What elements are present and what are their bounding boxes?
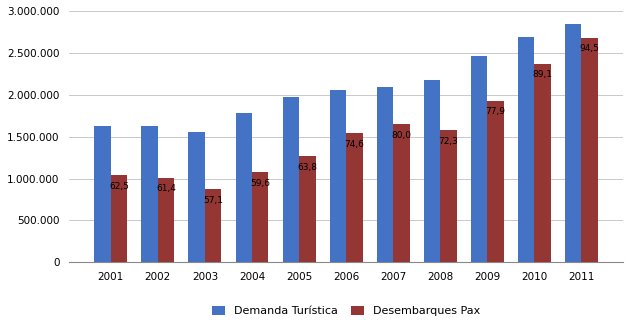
Bar (377, 87, 393, 262)
Bar (205, 189, 221, 262)
Text: 57,1: 57,1 (203, 196, 223, 205)
Text: 80,0: 80,0 (391, 131, 411, 140)
Bar (94, 126, 111, 262)
Bar (534, 64, 551, 262)
Bar (236, 113, 252, 262)
Bar (346, 133, 363, 262)
Text: 62,5: 62,5 (109, 182, 129, 191)
Legend: Demanda Turística, Desembarques Pax: Demanda Turística, Desembarques Pax (212, 306, 481, 316)
Bar (158, 178, 175, 262)
Bar (188, 132, 205, 262)
Bar (565, 24, 581, 262)
Bar (581, 38, 598, 262)
Bar (111, 175, 127, 262)
Bar (141, 126, 158, 262)
Text: 61,4: 61,4 (156, 184, 176, 194)
Bar (424, 80, 440, 262)
Text: 59,6: 59,6 (250, 179, 270, 188)
Bar (299, 156, 316, 262)
Text: 89,1: 89,1 (532, 70, 553, 79)
Text: 63,8: 63,8 (297, 163, 318, 172)
Bar (518, 37, 534, 262)
Text: 77,9: 77,9 (486, 107, 505, 116)
Text: 94,5: 94,5 (580, 44, 600, 53)
Bar (283, 97, 299, 262)
Bar (393, 124, 410, 262)
Bar (252, 172, 268, 262)
Text: 72,3: 72,3 (438, 137, 459, 146)
Bar (440, 130, 457, 262)
Bar (487, 100, 504, 262)
Text: 74,6: 74,6 (345, 140, 364, 149)
Bar (329, 90, 346, 262)
Bar (471, 56, 487, 262)
